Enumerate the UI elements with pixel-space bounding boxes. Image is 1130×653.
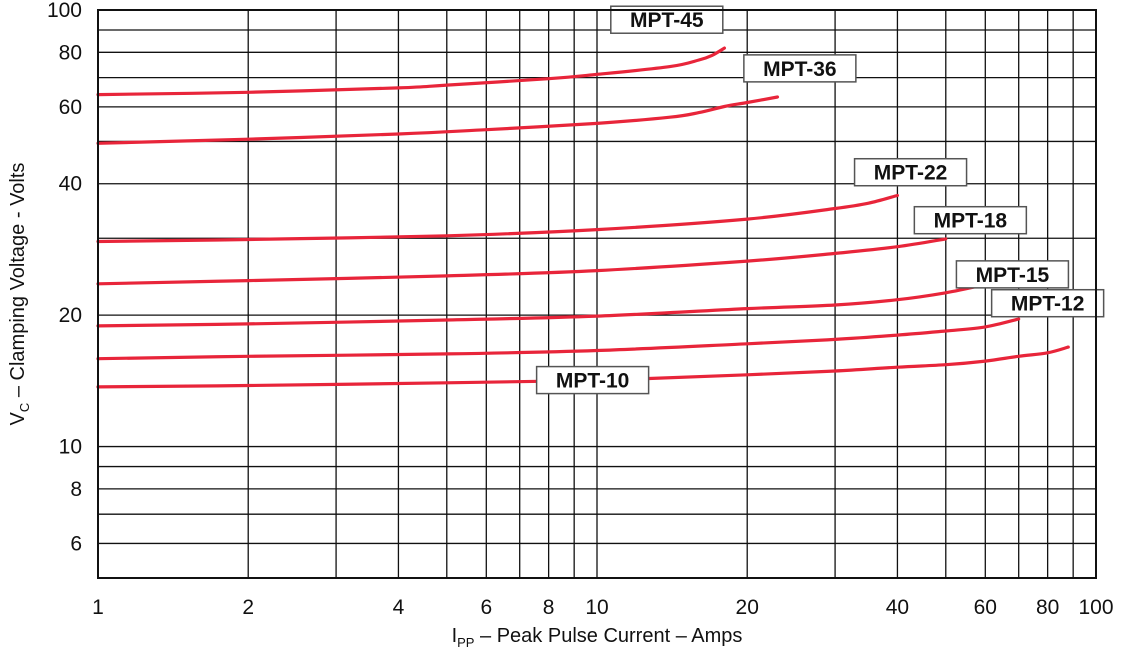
series-label-box: [913, 205, 1028, 235]
x-tick-label: 2: [242, 596, 254, 619]
series-label-mpt-10: MPT-10: [535, 365, 650, 395]
series-label-box: [853, 157, 968, 187]
series-label-box: [955, 260, 1070, 289]
x-tick-label: 1: [92, 596, 104, 619]
y-tick-label: 8: [70, 478, 82, 501]
series-curves: [96, 46, 1070, 389]
y-tick-label: 60: [59, 96, 82, 119]
series-label-text: MPT-12: [1011, 293, 1085, 316]
series-label-text: MPT-22: [874, 162, 948, 185]
x-tick-label: 8: [543, 596, 555, 619]
x-tick-label: 100: [1078, 596, 1113, 619]
x-tick-label: 40: [886, 596, 909, 619]
y-tick-label: 6: [70, 532, 82, 555]
tick-labels: 1 2 4 6 8 10 20 40 60 80 100 6 8 10 20 40 60 80 100: [47, 0, 1114, 619]
series-label-mpt-22: MPT-22: [853, 157, 968, 187]
series-labels: MPT-45 MPT-36 MPT-22 MPT-18 MPT-15 MPT-12 MPT-…: [535, 5, 1105, 395]
y-tick-label: 10: [59, 436, 82, 459]
series-label-text: MPT-18: [934, 210, 1008, 233]
series-label-text: MPT-10: [556, 370, 630, 393]
y-tick-label: 20: [59, 304, 82, 327]
series-label-text: MPT-15: [976, 264, 1050, 287]
grid-lines: [97, 9, 1097, 579]
x-tick-label: 10: [585, 596, 608, 619]
y-tick-label: 40: [59, 173, 82, 196]
x-axis-title: IPP – Peak Pulse Current – Amps: [452, 625, 743, 650]
series-line-mpt-10: [96, 345, 1070, 389]
series-label-text: MPT-45: [630, 9, 704, 32]
y-axis-title: VC – Clamping Voltage - Volts: [7, 163, 32, 426]
series-label-mpt-12: MPT-12: [990, 288, 1105, 318]
series-line-mpt-18: [96, 237, 948, 286]
y-tick-label: 80: [59, 41, 82, 64]
series-label-box: [535, 365, 650, 395]
series-line-mpt-15: [96, 283, 987, 328]
series-label-box: [743, 54, 857, 83]
y-tick-label: 100: [47, 0, 82, 22]
series-line-mpt-22: [96, 193, 899, 244]
x-tick-label: 4: [393, 596, 405, 619]
series-line-mpt-12: [96, 317, 1021, 361]
x-tick-label: 20: [736, 596, 759, 619]
series-label-mpt-18: MPT-18: [913, 205, 1028, 235]
x-tick-label: 60: [974, 596, 997, 619]
series-line-mpt-36: [96, 95, 780, 145]
x-tick-label: 80: [1036, 596, 1059, 619]
series-line-mpt-45: [96, 46, 726, 97]
series-label-mpt-36: MPT-36: [743, 54, 857, 83]
plot-frame: [97, 9, 1097, 579]
series-label-mpt-15: MPT-15: [955, 260, 1070, 289]
x-tick-label: 6: [480, 596, 492, 619]
series-label-box: [990, 288, 1105, 318]
series-label-text: MPT-36: [763, 58, 837, 81]
